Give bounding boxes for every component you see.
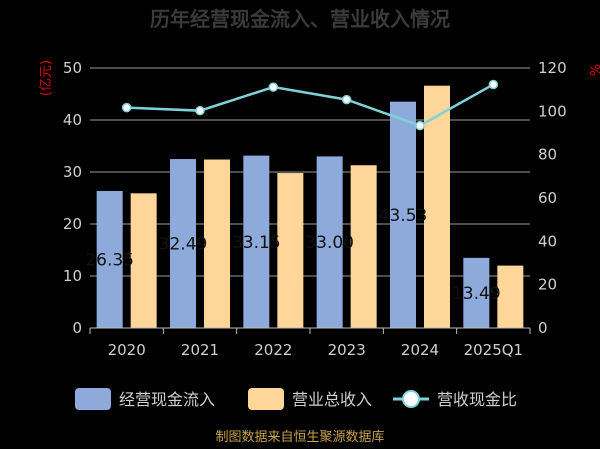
data-label: 33.00: [305, 233, 354, 253]
y-left-tick-label: 40: [63, 111, 82, 129]
ratio-line: [126, 83, 494, 128]
data-label: 43.53: [379, 206, 428, 226]
line-series: [121, 79, 499, 131]
axes: 0 10 20 30 40 50 0 20 40 60 80 100 120 (亿元) % 2020 2021 2…: [39, 59, 600, 359]
y-right-tick-label: 80: [538, 146, 557, 164]
ratio-point: [341, 94, 352, 105]
y-left-tick-label: 30: [63, 163, 82, 181]
x-tick-label: 2020: [108, 341, 146, 359]
bar-cash-inflow: [463, 257, 490, 328]
bar-revenue: [277, 173, 304, 328]
ratio-point: [195, 105, 205, 116]
bar-cash-inflow: [316, 156, 343, 328]
legend-item-revenue: 营业总收入: [248, 388, 372, 410]
legend-swatch: [248, 388, 284, 410]
bar-cash-inflow: [96, 190, 123, 328]
ratio-point: [415, 120, 425, 131]
y-left-tick-label: 20: [63, 215, 82, 233]
y-left-tick-label: 0: [72, 319, 82, 337]
bar-cash-inflow: [243, 155, 270, 328]
grid: [90, 67, 530, 277]
ratio-point: [121, 102, 132, 113]
x-tick-label: 2021: [181, 341, 219, 359]
legend-item-cash-inflow: 经营现金流入: [75, 388, 215, 410]
source-footer: 制图数据来自恒生聚源数据库: [215, 429, 384, 445]
y-left-tick-label: 50: [63, 59, 82, 77]
y-right-tick-label: 0: [538, 319, 548, 337]
y-right-axis-label: %: [586, 64, 600, 76]
legend-label: 营业总收入: [292, 390, 372, 409]
y-right-tick-label: 40: [538, 232, 557, 250]
bar-cash-inflow: [390, 101, 416, 328]
data-label: 13.49: [452, 284, 501, 304]
bar-revenue: [350, 165, 377, 328]
y-left-tick-label: 10: [63, 267, 82, 285]
ratio-point: [488, 79, 499, 90]
y-right-tick-label: 120: [538, 59, 567, 77]
bar-revenue: [497, 265, 524, 328]
data-label: 33.15: [232, 233, 281, 253]
data-label: 32.49: [159, 235, 208, 255]
chart-title: 历年经营现金流入、营业收入情况: [150, 7, 450, 31]
bar-revenue: [130, 193, 157, 328]
legend-label: 营收现金比: [437, 390, 517, 409]
legend-swatch: [75, 388, 111, 410]
x-tick-label: 2024: [401, 341, 439, 359]
x-tick-label: 2022: [254, 341, 292, 359]
x-tick-label: 2023: [328, 341, 366, 359]
ratio-point: [268, 82, 279, 92]
data-label: 26.35: [85, 250, 134, 270]
bar-revenue: [424, 85, 450, 329]
legend-marker: [402, 390, 420, 408]
y-left-axis-label: (亿元): [39, 60, 54, 96]
bar-revenue: [204, 159, 230, 328]
y-right-tick-label: 100: [538, 102, 567, 120]
legend-label: 经营现金流入: [119, 390, 215, 409]
bar-cash-inflow: [170, 159, 196, 328]
y-right-tick-label: 20: [538, 276, 557, 294]
bars: [96, 85, 524, 329]
legend: 经营现金流入 营业总收入 营收现金比: [75, 388, 517, 410]
legend-item-ratio: 营收现金比: [393, 390, 517, 409]
y-right-tick-label: 60: [538, 189, 557, 207]
data-labels: 26.35 32.49 33.15 33.00 43.53 13.49: [85, 206, 500, 304]
x-tick-label: 2025Q1: [464, 341, 524, 359]
